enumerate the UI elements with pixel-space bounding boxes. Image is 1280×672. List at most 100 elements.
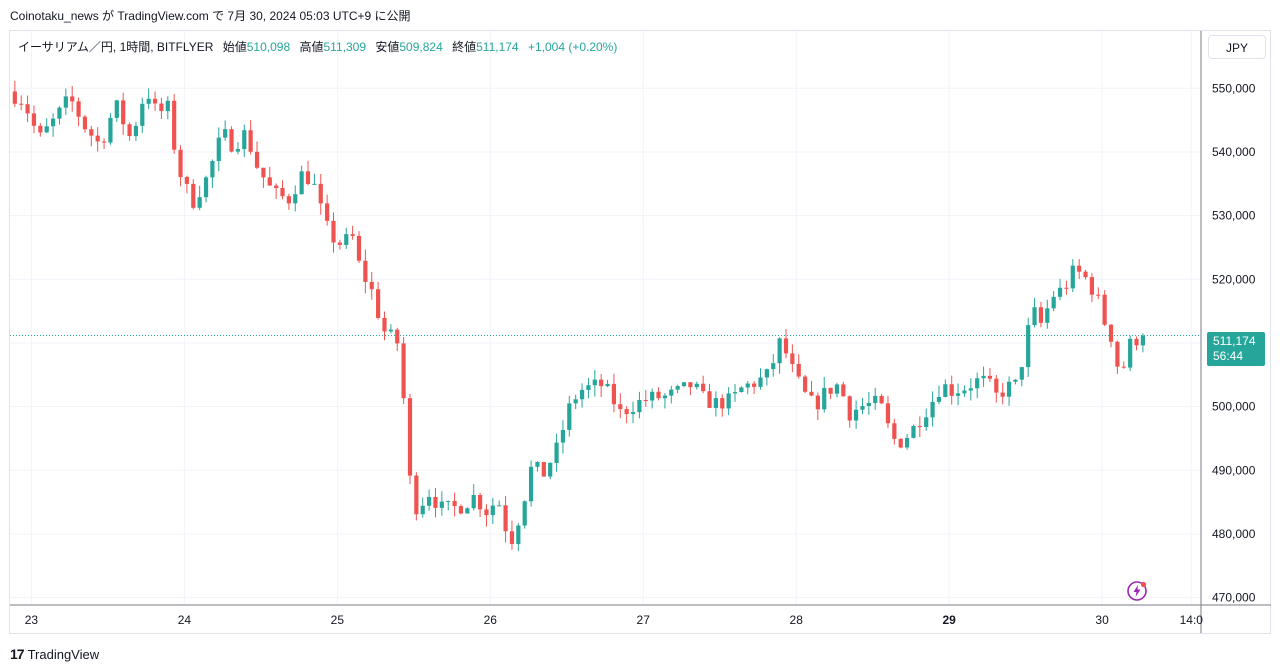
candle-body [548, 462, 553, 477]
y-tick-label: 500,000 [1212, 400, 1256, 414]
legend-high-label: 高値 [299, 40, 324, 54]
candle-body [293, 194, 298, 204]
candle-body [280, 188, 285, 197]
candle-body [446, 500, 451, 502]
candle-body [203, 177, 209, 198]
candle-body [191, 183, 196, 208]
candle-body [458, 506, 464, 514]
published-header: Coinotaku_news が TradingView.com で 7月 30… [0, 0, 1280, 30]
candle-body [133, 125, 139, 137]
candle-body [713, 398, 718, 408]
candle-body [681, 382, 687, 387]
bar-countdown: 56:44 [1213, 349, 1244, 363]
candle-body [350, 234, 355, 236]
candle-body [592, 379, 597, 386]
last-price-value: 511,174 [1213, 334, 1256, 348]
candle-body [981, 375, 986, 379]
candle-body [1006, 381, 1012, 397]
candle-body [121, 100, 126, 125]
y-tick-label: 550,000 [1212, 81, 1256, 95]
candle-body [331, 220, 336, 243]
candle-body [1070, 265, 1075, 289]
candle-body [490, 505, 495, 516]
candle-body [197, 197, 202, 208]
candle-body [427, 496, 432, 506]
candle-body [38, 125, 43, 133]
footer-brand: TradingView [27, 646, 100, 662]
legend-symbol: イーサリアム／円, 1時間, BITFLYER [18, 40, 214, 54]
candle-body [76, 101, 81, 117]
candle-body [854, 409, 859, 421]
candle-body [611, 383, 617, 405]
candle-body [554, 442, 559, 463]
candle-body [841, 384, 846, 397]
candle-body [1128, 338, 1133, 368]
y-tick-label: 530,000 [1212, 209, 1256, 223]
candle-body [274, 185, 279, 189]
candle-body [1121, 366, 1126, 368]
legend-open-value: 510,098 [246, 40, 291, 54]
legend-low-value: 509,824 [399, 40, 443, 54]
candle-body [1051, 296, 1056, 309]
candle-body [242, 130, 247, 150]
candle-body [223, 129, 228, 138]
candle-body [720, 398, 725, 409]
tradingview-logo-icon: 17 [10, 646, 25, 662]
candle-body [25, 104, 30, 114]
y-tick-label: 520,000 [1212, 272, 1256, 286]
candle-body [407, 398, 413, 476]
candle-body [866, 403, 871, 407]
candle-body [783, 338, 789, 354]
candle-body [924, 417, 929, 428]
candle-body [688, 382, 693, 388]
candle-body [497, 505, 502, 507]
candle-body [70, 96, 75, 102]
candle-body [662, 395, 668, 399]
lightning-icon[interactable] [1126, 580, 1148, 602]
candle-body [299, 171, 304, 195]
candle-body [433, 496, 438, 508]
candle-body [904, 437, 910, 448]
candle-body [235, 149, 241, 152]
candle-body [452, 500, 457, 507]
candle-body [1096, 294, 1101, 296]
candle-body [395, 329, 400, 344]
candle-body [828, 387, 833, 394]
candle-body [599, 379, 604, 387]
candle-body [694, 383, 699, 388]
candle-body [579, 389, 585, 400]
candle-body [19, 103, 24, 105]
candle-body [847, 396, 852, 421]
candle-body [101, 141, 107, 143]
candle-body [401, 343, 406, 399]
candle-body [286, 196, 291, 204]
y-tick-label: 540,000 [1212, 145, 1256, 159]
candle-body [1134, 338, 1139, 346]
candle-body [573, 399, 578, 404]
candle-body [318, 183, 323, 204]
candle-body [975, 378, 980, 389]
candle-body [656, 391, 661, 399]
legend-close-value: 511,174 [476, 40, 519, 54]
legend-open-label: 始値 [222, 40, 247, 54]
currency-button[interactable]: JPY [1208, 35, 1266, 59]
x-tick-label: 26 [484, 613, 498, 627]
candle-body [420, 505, 425, 515]
candle-body [471, 495, 476, 509]
candle-body [822, 387, 827, 410]
candle-body [669, 389, 674, 396]
candle-body [758, 377, 763, 387]
legend-change: +1,004 (+0.20%) [527, 40, 618, 54]
candle-body [1083, 271, 1088, 278]
candle-body [1140, 335, 1145, 346]
candle-body [917, 425, 922, 428]
candle-body [140, 103, 145, 126]
candle-body [892, 423, 897, 439]
candle-body [369, 281, 374, 290]
candle-body [1057, 287, 1063, 297]
candle-body [63, 96, 68, 108]
candle-body [834, 384, 840, 394]
candle-body [650, 391, 655, 401]
candle-body [82, 116, 88, 130]
